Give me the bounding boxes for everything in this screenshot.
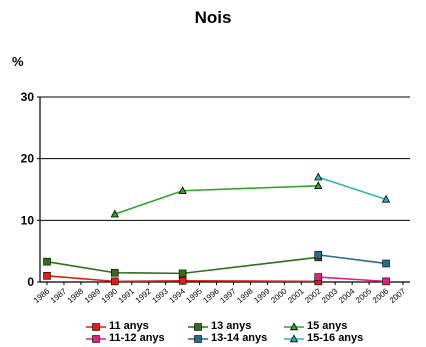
data-point-marker [92,323,100,331]
legend-label: 15 anys [307,320,348,332]
grid-lines [40,96,410,221]
chart-title: Nois [194,8,232,27]
series-lines [43,172,391,286]
data-point-marker [43,272,51,280]
x-tick-label: 2003 [320,286,340,305]
series-15-anys [110,181,323,218]
x-tick-label: 1990 [100,286,120,305]
data-point-marker [314,273,323,281]
legend-swatch-icon [284,322,304,331]
x-tick-label: 1996 [201,286,221,305]
legend-item: 13-14 anys [188,332,267,344]
x-tick-label: 2001 [286,286,306,305]
x-tick-label: 2007 [388,286,408,305]
x-tick-label: 2006 [371,286,391,305]
data-point-marker [314,181,323,190]
legend-label: 11-12 anys [109,332,165,344]
series-line [114,185,319,215]
y-axis-label: % [12,54,24,69]
x-tick-label: 2005 [354,286,374,305]
x-tick-label: 2000 [269,286,289,305]
data-point-marker [314,251,323,259]
x-tick-label: 1987 [49,286,69,305]
y-tick-label: 20 [21,152,35,166]
data-point-marker [314,172,323,181]
series-line [46,275,319,283]
data-point-marker [381,194,391,203]
series-line [318,254,387,265]
data-point-marker [382,277,390,286]
data-point-marker [111,268,119,277]
legend-item: 15-16 anys [284,332,363,344]
series-11-anys [43,272,323,286]
series-line [46,256,319,275]
x-tick-label: 1997 [218,286,238,305]
y-tick-label: 10 [21,213,35,227]
y-tick-label: 30 [21,90,35,104]
legend-item: 15 anys [284,320,347,332]
legend-item: 11 anys [86,320,149,332]
x-tick-label: 2004 [337,286,357,305]
series-13-anys [43,253,323,278]
y-tick-labels: 0 10 20 30 [21,90,35,289]
series-11-12-anys [314,273,390,286]
x-tick-label: 1995 [184,286,204,305]
data-point-marker [111,277,119,286]
x-tick-label: 1988 [66,286,86,305]
legend-label: 11 anys [109,320,149,332]
data-point-marker [194,323,202,331]
legend-item: 11-12 anys [86,332,165,344]
series-line [318,276,387,283]
data-point-marker [178,269,187,278]
data-point-marker [92,335,100,343]
series-line [317,176,387,201]
x-tick-label: 1986 [32,286,52,305]
data-point-marker [110,209,119,218]
legend-swatch-icon [188,323,208,331]
legend-label: 13 anys [211,320,252,332]
legend-label: 13-14 anys [211,332,268,344]
data-point-marker [289,322,299,331]
x-tick-label: 1991 [117,286,137,305]
x-tick-label: 1998 [235,286,255,305]
data-point-marker [178,186,187,194]
x-tick-labels: 1986198719881989199019911992199319941995… [32,286,408,305]
x-tick-label: 1989 [83,286,103,305]
legend-swatch-icon [86,323,106,331]
legend-swatch-icon [284,334,304,343]
x-tick-label: 1992 [134,286,154,305]
legend-item: 13 anys [188,320,251,332]
x-tick-label: 2002 [303,286,323,305]
legend-swatch-icon [188,335,208,343]
legend-swatch-icon [86,335,106,343]
series-15-16-anys [314,172,391,203]
data-point-marker [43,257,51,266]
data-point-marker [289,334,299,343]
axes [37,96,410,285]
series-13-14-anys [314,251,390,268]
legend-label: 15-16 anys [307,332,364,344]
x-tick-label: 1993 [151,286,171,305]
data-point-marker [382,259,390,268]
data-point-marker [194,335,202,343]
x-tick-label: 1999 [252,286,272,305]
y-tick-label: 0 [27,275,34,289]
data-point-marker [178,276,187,285]
x-tick-label: 1994 [167,286,187,305]
